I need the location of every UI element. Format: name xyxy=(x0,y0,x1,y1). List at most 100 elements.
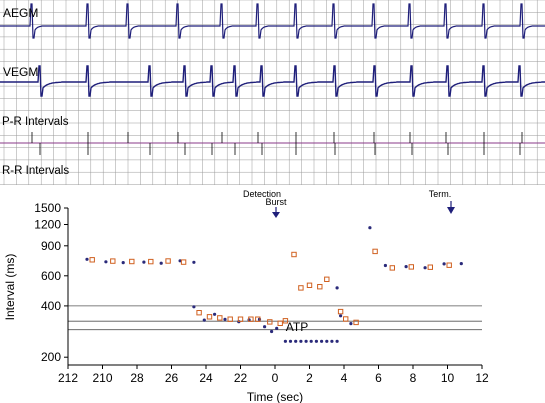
data-point-square xyxy=(337,308,344,315)
data-point-square xyxy=(298,285,304,291)
data-point-dot xyxy=(423,266,427,270)
detection-label: Detection xyxy=(243,189,281,199)
x-tick-label: 24 xyxy=(199,371,213,385)
y-tick-label: 400 xyxy=(41,299,61,313)
data-point-dot xyxy=(202,318,206,322)
x-tick-label: 2 xyxy=(306,371,313,385)
data-point-dot xyxy=(192,260,196,264)
data-point-square xyxy=(180,259,187,265)
y-tick-label: 1200 xyxy=(34,218,61,232)
x-tick-label: 210 xyxy=(92,371,112,385)
data-point-dot xyxy=(263,325,267,329)
x-ticks: 212 210 28 26 24 22 0 2 4 6 8 10 12 xyxy=(58,365,489,385)
data-point-dot xyxy=(223,317,227,321)
data-point-dot xyxy=(192,305,196,309)
data-point-square xyxy=(372,248,378,255)
data-point-square xyxy=(267,319,273,325)
data-point-dot xyxy=(335,339,339,343)
y-tick-label: 200 xyxy=(41,350,61,364)
data-point-dot xyxy=(404,265,408,269)
data-point-square xyxy=(282,318,289,324)
data-point-square xyxy=(324,276,330,283)
x-tick-label: 12 xyxy=(475,371,489,385)
data-point-dot xyxy=(85,257,89,261)
vegm-label: VEGM xyxy=(3,65,38,79)
ecg-grid xyxy=(0,0,545,185)
data-point-dot xyxy=(288,339,293,343)
data-point-dot xyxy=(459,262,463,266)
data-point-square xyxy=(237,316,244,322)
data-point-dot xyxy=(299,339,303,343)
vegm-trace xyxy=(0,65,545,97)
data-point-dot xyxy=(349,322,353,326)
data-point-square xyxy=(89,257,95,263)
x-tick-label: 4 xyxy=(341,371,348,385)
x-tick-label: 10 xyxy=(441,371,455,385)
data-point-dot xyxy=(304,339,308,343)
data-point-dot xyxy=(159,261,163,265)
atp-label: ATP xyxy=(286,320,308,334)
x-axis-label: Time (sec) xyxy=(247,390,303,403)
x-tick-label: 22 xyxy=(234,371,248,385)
data-point-square xyxy=(343,316,349,322)
data-point-dot xyxy=(294,339,298,343)
rr-intervals-label: R-R Intervals xyxy=(2,165,69,177)
data-point-dot xyxy=(320,339,324,343)
data-point-square xyxy=(227,316,233,322)
data-point-square xyxy=(248,316,254,322)
aegm-label: AEGM xyxy=(3,6,38,20)
data-point-dot xyxy=(104,260,108,264)
x-tick-label: 6 xyxy=(375,371,382,385)
data-point-dot xyxy=(368,226,372,230)
data-point-square xyxy=(206,314,213,320)
y-axis-label: Interval (ms) xyxy=(3,254,17,321)
data-point-dot xyxy=(442,262,446,266)
data-point-dot xyxy=(383,263,387,268)
reference-lines xyxy=(68,305,482,331)
x-tick-label: 26 xyxy=(165,371,179,385)
data-point-dot xyxy=(270,329,274,334)
data-point-square xyxy=(317,284,323,290)
data-point-dot xyxy=(142,260,146,264)
burst-label: Burst xyxy=(265,197,287,207)
y-tick-label: 900 xyxy=(41,239,61,253)
data-point-dot xyxy=(325,339,329,343)
data-point-dot xyxy=(330,339,334,343)
data-point-square xyxy=(165,258,171,264)
data-point-square xyxy=(217,315,223,321)
data-point-square xyxy=(389,265,396,271)
y-tick-label: 1500 xyxy=(34,201,61,215)
data-point-square xyxy=(408,264,415,270)
data-point-dot xyxy=(275,326,279,330)
term-label: Term. xyxy=(429,189,452,199)
detection-arrow xyxy=(272,207,280,218)
data-point-square xyxy=(291,251,297,258)
data-point-square xyxy=(255,316,261,322)
pr-intervals-label: P-R Intervals xyxy=(2,116,69,128)
aegm-trace xyxy=(0,3,545,39)
data-point-dot xyxy=(335,286,339,290)
data-point-square xyxy=(353,319,359,326)
data-point-square xyxy=(306,282,313,289)
y-ticks: 1500 1200 900 600 400 200 xyxy=(34,201,68,364)
data-point-square xyxy=(148,258,154,265)
data-point-square xyxy=(427,264,434,270)
data-point-square xyxy=(277,320,283,327)
data-points xyxy=(85,226,463,343)
data-point-dot xyxy=(283,339,287,343)
data-point-square xyxy=(196,310,202,316)
x-tick-label: 8 xyxy=(410,371,417,385)
marker-channel xyxy=(31,132,523,155)
data-point-dot xyxy=(121,261,125,265)
data-point-dot xyxy=(339,314,343,318)
data-point-square xyxy=(446,262,452,268)
x-tick-label: 28 xyxy=(130,371,144,385)
data-point-dot xyxy=(309,339,313,343)
data-point-square xyxy=(129,258,135,265)
x-tick-label: 212 xyxy=(58,371,78,385)
data-point-dot xyxy=(314,339,318,343)
data-point-dot xyxy=(213,312,217,316)
x-tick-label: 0 xyxy=(272,371,279,385)
